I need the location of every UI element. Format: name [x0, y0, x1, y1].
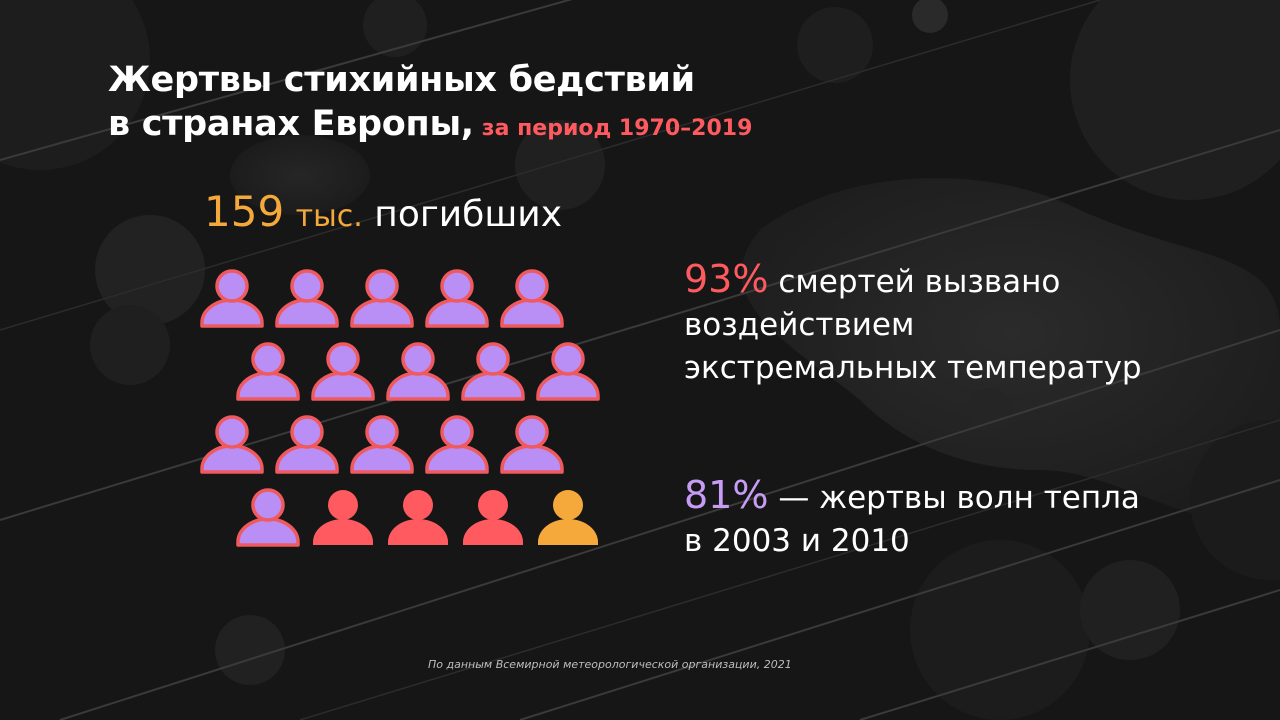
stat-heatwaves: 81% — жертвы волн тепла в 2003 и 2010 — [684, 474, 1164, 563]
title-period: за период 1970–2019 — [481, 116, 753, 141]
deaths-value: 159 — [204, 187, 285, 236]
person-icon — [350, 269, 414, 328]
person-icon — [461, 342, 525, 401]
person-icon — [236, 342, 300, 401]
person-icon — [200, 269, 264, 328]
person-icon — [463, 490, 523, 545]
person-icon — [200, 415, 264, 474]
person-icon — [388, 490, 448, 545]
stat-heatwaves-percent: 81% — [684, 473, 769, 517]
person-icon — [275, 269, 339, 328]
title-line-1: Жертвы стихийных бедствий — [108, 60, 695, 100]
person-icon — [500, 269, 564, 328]
stat-heatwaves-text: — жертвы волн тепла в 2003 и 2010 — [684, 480, 1140, 559]
person-icon — [425, 415, 489, 474]
person-icon — [386, 342, 450, 401]
person-icon — [350, 415, 414, 474]
deaths-count: 159 тыс. погибших — [204, 188, 562, 241]
person-icon — [500, 415, 564, 474]
person-icon — [236, 488, 300, 547]
person-icon — [275, 415, 339, 474]
title-line-2: в странах Европы, за период 1970–2019 — [108, 102, 752, 151]
person-icon — [311, 342, 375, 401]
stat-temperature-text: смертей вызвано воздействием экстремальн… — [684, 264, 1142, 386]
stat-temperature-percent: 93% — [684, 257, 769, 301]
deaths-label: погибших — [374, 194, 562, 235]
person-icon — [538, 490, 598, 545]
title-line-2-text: в странах Европы, — [108, 104, 474, 144]
person-icon — [536, 342, 600, 401]
slide-title: Жертвы стихийных бедствий в странах Евро… — [108, 58, 752, 151]
person-icon — [425, 269, 489, 328]
stat-temperature: 93% смертей вызвано воздействием экстрем… — [684, 258, 1164, 390]
deaths-unit: тыс. — [295, 199, 363, 234]
source-note: По данным Всемирной метеорологической ор… — [428, 658, 792, 671]
person-icon — [313, 490, 373, 545]
